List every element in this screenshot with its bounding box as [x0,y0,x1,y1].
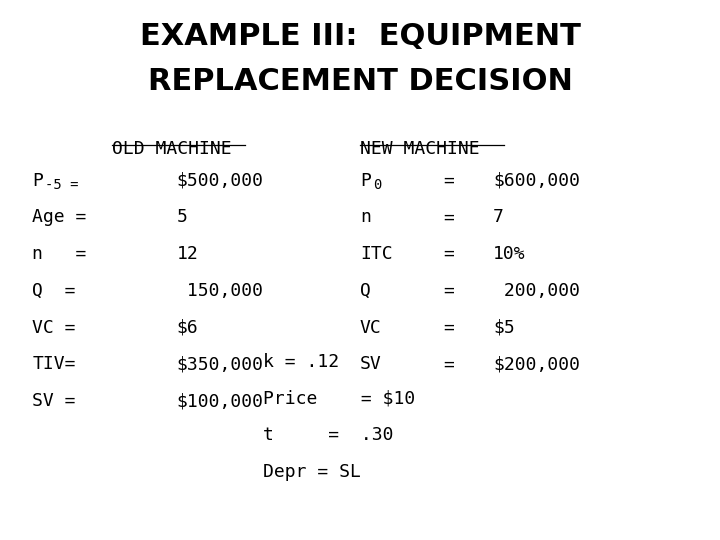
Text: REPLACEMENT DECISION: REPLACEMENT DECISION [148,68,572,97]
Text: t     =  .30: t = .30 [263,426,393,444]
Text: Q  =: Q = [32,282,76,300]
Text: Age =: Age = [32,208,87,226]
Text: $350,000: $350,000 [176,355,264,373]
Text: EXAMPLE III:  EQUIPMENT: EXAMPLE III: EQUIPMENT [140,22,580,51]
Text: TIV=: TIV= [32,355,76,373]
Text: 7: 7 [493,208,504,226]
Text: k = .12: k = .12 [263,353,339,370]
Text: Depr = SL: Depr = SL [263,463,361,481]
Text: 5: 5 [176,208,187,226]
Text: =: = [443,319,454,336]
Text: P: P [360,172,371,190]
Text: P: P [32,172,43,190]
Text: Q: Q [360,282,371,300]
Text: 10%: 10% [493,245,526,263]
Text: 150,000: 150,000 [176,282,264,300]
Text: -5 =: -5 = [45,178,79,192]
Text: SV: SV [360,355,382,373]
Text: =: = [443,245,454,263]
Text: Price    = $10: Price = $10 [263,389,415,407]
Text: 12: 12 [176,245,198,263]
Text: 0: 0 [373,178,382,192]
Text: n   =: n = [32,245,87,263]
Text: $200,000: $200,000 [493,355,580,373]
Text: 200,000: 200,000 [493,282,580,300]
Text: =: = [443,172,454,190]
Text: OLD MACHINE: OLD MACHINE [112,140,231,158]
Text: VC =: VC = [32,319,76,336]
Text: SV =: SV = [32,392,76,410]
Text: =: = [443,282,454,300]
Text: $100,000: $100,000 [176,392,264,410]
Text: NEW MACHINE: NEW MACHINE [360,140,480,158]
Text: ITC: ITC [360,245,392,263]
Text: n: n [360,208,371,226]
Text: =: = [443,208,454,226]
Text: $600,000: $600,000 [493,172,580,190]
Text: $500,000: $500,000 [176,172,264,190]
Text: $6: $6 [176,319,198,336]
Text: =: = [443,355,454,373]
Text: VC: VC [360,319,382,336]
Text: $5: $5 [493,319,515,336]
